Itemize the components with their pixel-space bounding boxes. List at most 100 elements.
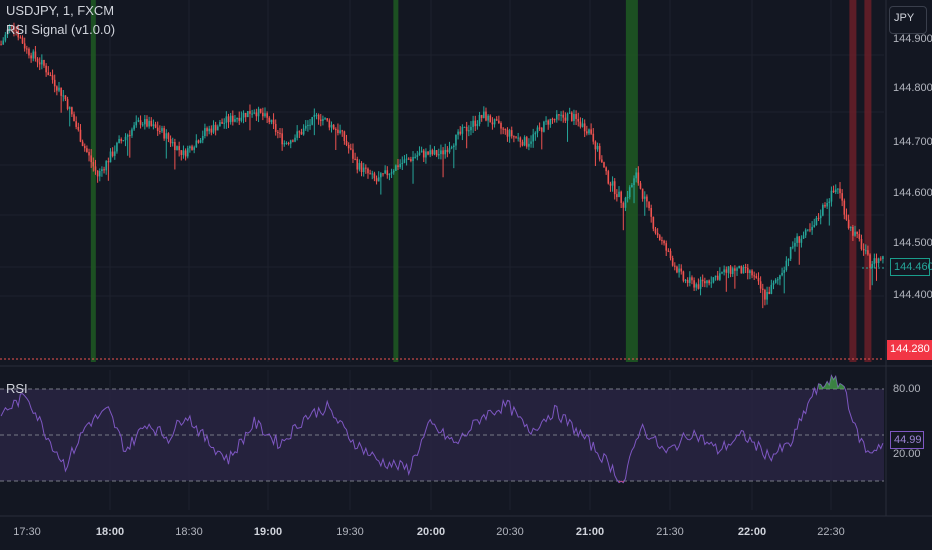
candle-body bbox=[811, 226, 813, 231]
candle-body bbox=[259, 108, 262, 113]
candle-body bbox=[652, 216, 655, 229]
candle-body bbox=[474, 120, 477, 127]
indicator-legend[interactable]: RSI Signal (v1.0.0) bbox=[6, 22, 116, 37]
candle-body bbox=[212, 124, 215, 133]
candle-body bbox=[605, 167, 607, 172]
candle-body bbox=[369, 173, 371, 175]
candle-body bbox=[156, 127, 159, 131]
candle-body bbox=[392, 170, 395, 173]
candle-body bbox=[13, 25, 15, 31]
candle-body bbox=[845, 214, 848, 220]
candle-body bbox=[227, 116, 230, 123]
candle-body bbox=[186, 148, 189, 157]
candle-body bbox=[637, 172, 640, 184]
candle-body bbox=[616, 194, 618, 198]
candle-body bbox=[802, 235, 805, 239]
candle-body bbox=[373, 173, 376, 179]
candle-body bbox=[420, 150, 423, 153]
candle-body bbox=[502, 128, 504, 130]
candle-body bbox=[410, 159, 412, 161]
price-axis-label: 144.400 bbox=[893, 289, 932, 301]
candle-body bbox=[667, 250, 670, 252]
candle-body bbox=[551, 118, 554, 120]
candle-body bbox=[459, 131, 462, 134]
candle-body bbox=[489, 115, 492, 123]
candle-body bbox=[407, 158, 410, 160]
candle-body bbox=[547, 120, 550, 125]
candle-body bbox=[416, 155, 419, 157]
candle-body bbox=[877, 258, 880, 264]
candle-body bbox=[279, 132, 281, 134]
candle-body bbox=[296, 131, 298, 138]
candle-body bbox=[356, 158, 359, 170]
candle-body bbox=[199, 140, 202, 143]
candle-body bbox=[815, 217, 818, 226]
candle-body bbox=[51, 75, 54, 80]
candle-body bbox=[133, 125, 135, 130]
candle-body bbox=[345, 140, 348, 145]
candle-body bbox=[184, 150, 187, 157]
candle-body bbox=[566, 113, 569, 121]
candle-body bbox=[856, 231, 858, 235]
candle-body bbox=[470, 126, 472, 131]
candle-body bbox=[517, 137, 519, 139]
candle-body bbox=[869, 254, 871, 268]
candle-body bbox=[319, 119, 322, 121]
candle-body bbox=[882, 256, 884, 260]
candle-body bbox=[536, 127, 539, 133]
candle-body bbox=[81, 141, 84, 147]
candle-body bbox=[176, 146, 178, 151]
candle-body bbox=[508, 130, 511, 137]
candle-body bbox=[47, 72, 50, 76]
candle-body bbox=[723, 269, 725, 273]
candle-body bbox=[128, 135, 131, 137]
candle-body bbox=[684, 279, 687, 281]
candle-body bbox=[716, 275, 719, 280]
candle-body bbox=[403, 159, 406, 163]
candle-body bbox=[721, 272, 723, 274]
candle-body bbox=[386, 170, 389, 176]
candle-body bbox=[761, 288, 764, 290]
candle-body bbox=[315, 114, 318, 116]
candle-body bbox=[231, 115, 234, 122]
candle-body bbox=[21, 37, 24, 44]
candle-body bbox=[53, 79, 56, 87]
candle-body bbox=[253, 112, 256, 114]
candle-body bbox=[124, 136, 127, 141]
candle-body bbox=[510, 130, 513, 137]
candle-body bbox=[0, 44, 2, 46]
candle-body bbox=[281, 133, 283, 145]
candle-body bbox=[575, 114, 577, 119]
candle-body bbox=[841, 193, 843, 201]
candle-body bbox=[483, 111, 485, 118]
candle-body bbox=[414, 156, 416, 158]
candle-body bbox=[656, 232, 659, 236]
price-axis-label: 144.900 bbox=[893, 33, 932, 45]
symbol-legend[interactable]: USDJPY, 1, FXCM bbox=[6, 3, 115, 18]
candle-body bbox=[862, 248, 865, 251]
candle-body bbox=[478, 114, 481, 124]
candle-body bbox=[463, 126, 466, 128]
candle-body bbox=[789, 246, 792, 259]
candle-body bbox=[264, 113, 266, 117]
candle-body bbox=[41, 59, 43, 65]
candle-body bbox=[650, 208, 653, 217]
candle-body bbox=[208, 128, 211, 132]
candle-body bbox=[399, 163, 401, 168]
candle-body bbox=[568, 112, 571, 114]
currency-button[interactable]: JPY bbox=[889, 6, 927, 34]
candle-body bbox=[60, 87, 62, 96]
candle-body bbox=[330, 124, 333, 128]
candle-body bbox=[274, 124, 277, 132]
candle-body bbox=[380, 173, 382, 178]
candle-body bbox=[268, 117, 271, 123]
candle-body bbox=[669, 251, 672, 259]
candle-body bbox=[118, 139, 120, 143]
candle-body bbox=[695, 284, 698, 288]
candle-body bbox=[592, 133, 595, 142]
rsi-pane-title[interactable]: RSI bbox=[6, 381, 28, 396]
candle-body bbox=[611, 181, 614, 186]
candle-body bbox=[332, 124, 335, 130]
candle-body bbox=[791, 246, 794, 248]
